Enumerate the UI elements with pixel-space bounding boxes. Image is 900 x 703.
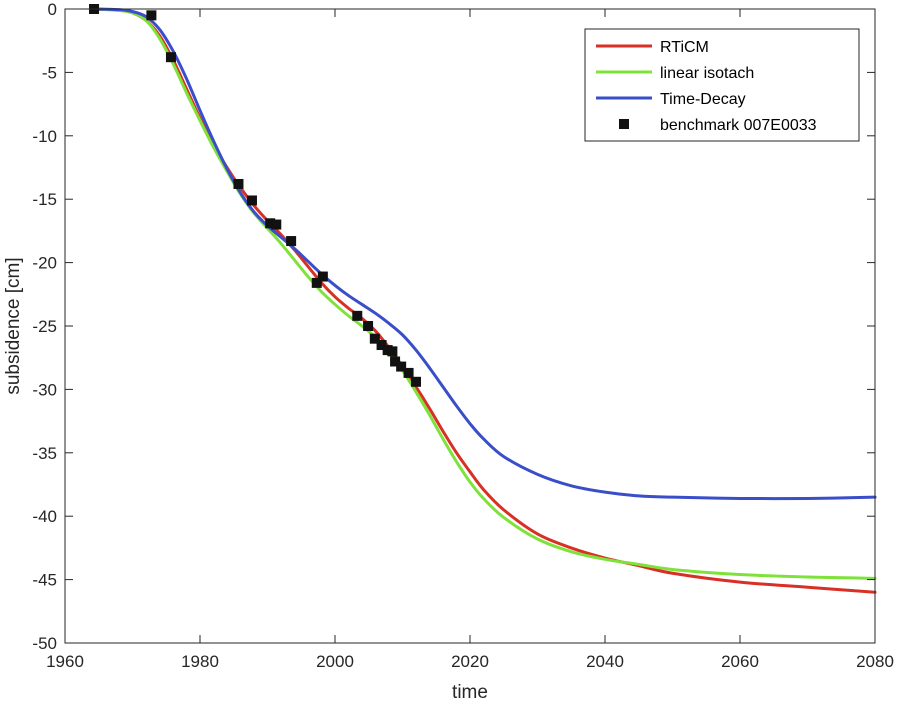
y-tick-label: -30: [32, 380, 57, 399]
benchmark-marker: [411, 376, 421, 387]
series-line-linear-isotach: [92, 7, 877, 580]
y-tick-label: -40: [32, 507, 57, 526]
benchmark-marker: [352, 310, 363, 321]
benchmark-marker: [376, 340, 387, 351]
y-tick-label: -50: [32, 634, 57, 653]
y-tick-label: -5: [42, 63, 57, 82]
y-axis-label: subsidence [cm]: [3, 257, 24, 394]
benchmark-marker: [286, 236, 297, 247]
x-tick-label: 2080: [856, 652, 894, 671]
benchmark-marker: [363, 321, 374, 331]
y-tick-label: -25: [32, 317, 57, 336]
legend-label: Time-Decay: [660, 91, 746, 108]
series-layer: [89, 4, 877, 594]
legend-box: [584, 28, 860, 142]
benchmark-marker: [165, 52, 176, 63]
benchmark-marker: [311, 277, 322, 288]
benchmark-marker: [146, 10, 157, 21]
benchmark-marker: [387, 346, 398, 357]
y-tick-label: -35: [32, 444, 57, 463]
y-tick-label: -45: [32, 571, 57, 590]
tick-layer: 1960 1980 2000 2020 2040 2060 2080 0 -5 -10 -15 -20…: [32, 0, 893, 671]
benchmark-marker: [390, 356, 401, 367]
legend-swatch: [619, 119, 629, 129]
x-tick-label: 1960: [46, 652, 84, 671]
legend-label: linear isotach: [660, 65, 754, 82]
y-tick-label: -20: [32, 254, 57, 273]
x-tick-label: 1980: [181, 652, 219, 671]
benchmark-marker: [403, 367, 414, 378]
benchmark-marker: [265, 218, 276, 229]
legend-label: RTiCM: [660, 39, 709, 56]
x-tick-label: 2000: [316, 652, 354, 671]
y-tick-label: -10: [32, 127, 57, 146]
legend-label: benchmark 007E0033: [660, 117, 817, 134]
y-tick-label: -15: [32, 190, 57, 209]
benchmark-marker: [233, 178, 244, 189]
benchmark-marker: [271, 219, 282, 230]
x-tick-label: 2020: [451, 652, 489, 671]
benchmark-marker: [369, 333, 380, 344]
benchmark-marker: [246, 195, 257, 206]
x-tick-label: 2060: [721, 652, 759, 671]
legend: RTiCM linear isotach Time-Decay benchmark 0…: [584, 28, 860, 142]
x-axis-label: time: [452, 682, 488, 703]
benchmark-marker: [396, 361, 407, 372]
x-tick-label: 2040: [586, 652, 624, 671]
y-tick-label: 0: [48, 0, 57, 19]
benchmark-marker: [317, 271, 328, 282]
series-line-time-decay: [92, 7, 877, 501]
